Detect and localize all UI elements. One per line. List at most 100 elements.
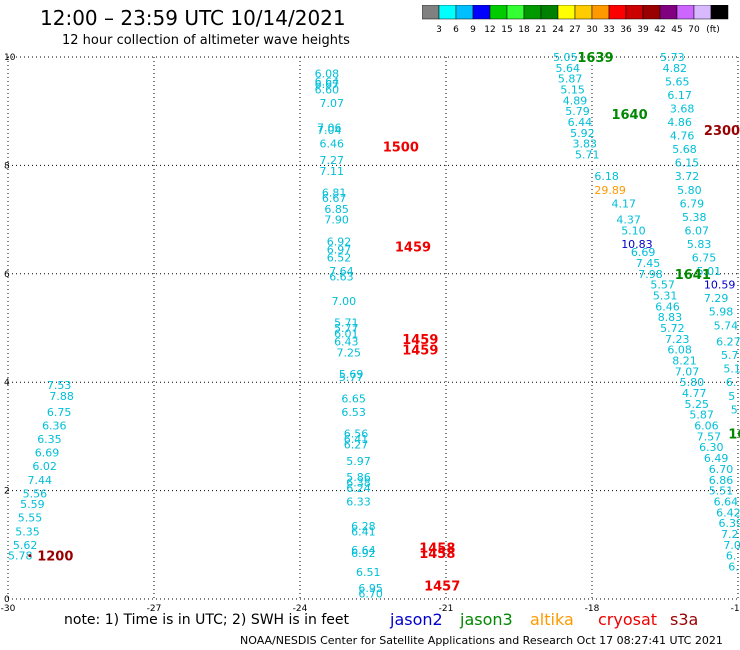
wave-height-label: 3.72 [675, 170, 700, 183]
wave-height-label: 7.2 [721, 528, 739, 541]
wave-height-label: 6.67 [322, 192, 347, 205]
wave-height-label: 6.15 [675, 157, 700, 170]
wave-height-label: 8.83 [658, 311, 683, 324]
wave-height-label: 7.0 [723, 539, 740, 552]
satellite-altika: altika [530, 610, 574, 629]
wave-height-label: 6. [726, 550, 737, 563]
wave-height-label: 6.06 [694, 420, 719, 433]
wave-height-label: 5.92 [570, 127, 595, 140]
wave-height-label: 6.43 [334, 336, 359, 349]
wave-height-label: 6.86 [709, 474, 734, 487]
wave-height-label: 7.07 [675, 365, 700, 378]
wave-height-label: 6.08 [315, 67, 340, 80]
wave-height-label: 5.98 [709, 306, 734, 319]
wave-height-label: 7.45 [636, 257, 661, 270]
wave-height-label: 6.92 [351, 547, 376, 560]
satellite-jason2: jason2 [390, 610, 443, 629]
wave-height-label: 7.44 [27, 474, 52, 487]
wave-height-label: 6.35 [37, 433, 62, 446]
wave-height-label: 6.70 [358, 588, 383, 601]
y-tick-label: 4 [4, 378, 10, 388]
wave-height-label: 4.86 [667, 116, 692, 129]
wave-height-label: 6.44 [568, 116, 593, 129]
wave-height-label: 6.75 [692, 252, 717, 265]
time-label: 1458 [419, 542, 455, 557]
wave-height-label: 6.38 [346, 476, 371, 489]
wave-height-label: 5.71 [334, 317, 359, 330]
wave-height-label: 7.25 [337, 346, 362, 359]
wave-height-label: 6.27 [344, 439, 369, 452]
wave-height-label: 5.71 [575, 149, 600, 162]
wave-height-label: 6. [726, 376, 737, 389]
wave-height-label: 5.77 [334, 322, 359, 335]
time-label: 1500 [383, 140, 419, 155]
wave-height-label: 5.51 [709, 485, 734, 498]
wave-height-label: 6.81 [322, 187, 347, 200]
wave-height-label: 6.56 [344, 428, 369, 441]
wave-height-label: 6.69 [35, 447, 60, 460]
wave-height-label: 6.24 [346, 482, 371, 495]
wave-height-label: 5.97 [346, 455, 371, 468]
y-tick-label: 2 [4, 487, 10, 497]
colorbar-label: 33 [603, 25, 614, 35]
wave-height-label: 6.08 [667, 344, 692, 357]
wave-height-label: 6.95 [358, 582, 383, 595]
wave-height-label: 5.83 [687, 238, 712, 251]
wave-height-label: 7.53 [47, 379, 72, 392]
wave-height-label: 6.46 [319, 138, 344, 151]
time-label: 1459 [402, 344, 438, 359]
chart-subtitle: 12 hour collection of altimeter wave hei… [62, 33, 350, 48]
wave-height-label: 5.55 [18, 512, 43, 525]
wave-height-label: 6.01 [334, 327, 359, 340]
wave-height-label: 29.89 [594, 184, 626, 197]
wave-height-label: 5.15 [560, 84, 585, 97]
colorbar-label: 9 [470, 25, 476, 35]
colorbar-label: 18 [518, 25, 530, 35]
wave-height-label: 3.68 [670, 102, 695, 115]
wave-height-label: 5.65 [665, 75, 690, 88]
wave-height-label: 5.87 [689, 409, 714, 422]
color-legend: 3 6 9 12 15 18 21 24 27 30 33 36 39 42 45 70 (ft) [422, 5, 729, 35]
time-label: 1639 [577, 51, 613, 66]
wave-height-label: 6.27 [716, 336, 740, 349]
wave-height-label: 4.17 [611, 197, 636, 210]
wave-height-label: 5.57 [650, 279, 675, 292]
wave-height-label: 6.69 [631, 246, 656, 259]
y-tick-label: 6 [4, 270, 10, 280]
y-tick-label: 10 [4, 53, 16, 63]
x-tick-label: -21 [439, 604, 454, 614]
wave-height-label: 6.46 [655, 300, 680, 313]
time-label: 1457 [424, 579, 460, 594]
wave-height-label: 5.1 [723, 363, 740, 376]
wave-height-label: 6.51 [356, 566, 381, 579]
colorbar-label: 24 [552, 25, 564, 35]
colorbar-label: 39 [637, 25, 649, 35]
wave-height-label: 7.57 [697, 430, 722, 443]
wave-height-label: 6.92 [327, 235, 352, 248]
wave-height-label: 5.62 [13, 539, 38, 552]
chart-title: 12:00 – 23:59 UTC 10/14/2021 [40, 6, 346, 30]
wave-height-label: 5.10 [621, 224, 646, 237]
wave-height-label: 4.89 [563, 94, 588, 107]
colorbar-label: 45 [671, 25, 682, 35]
colorbar-label: 3 [436, 25, 442, 35]
x-tick-label: -15 [731, 604, 740, 614]
x-tick-label: -24 [293, 604, 308, 614]
wave-height-label: 6.41 [344, 433, 369, 446]
wave-height-label: 5.80 [680, 376, 705, 389]
wave-height-label: 4.82 [663, 62, 688, 75]
time-label: 1200 [37, 550, 73, 565]
time-label: 1459 [395, 241, 431, 256]
wave-height-label: 6.17 [667, 89, 692, 102]
colorbar-label: 6 [453, 25, 459, 35]
wave-height-label: 7.90 [324, 214, 349, 227]
wave-height-label: 5.38 [682, 211, 707, 224]
x-tick-label: -18 [585, 604, 600, 614]
wave-height-label: 7.00 [332, 295, 357, 308]
time-marker [28, 554, 32, 558]
wave-height-label: 6.60 [315, 84, 340, 97]
wave-height-label: 6.18 [594, 170, 619, 183]
wave-height-label: 6.07 [684, 224, 709, 237]
time-label: 1641 [675, 268, 711, 283]
